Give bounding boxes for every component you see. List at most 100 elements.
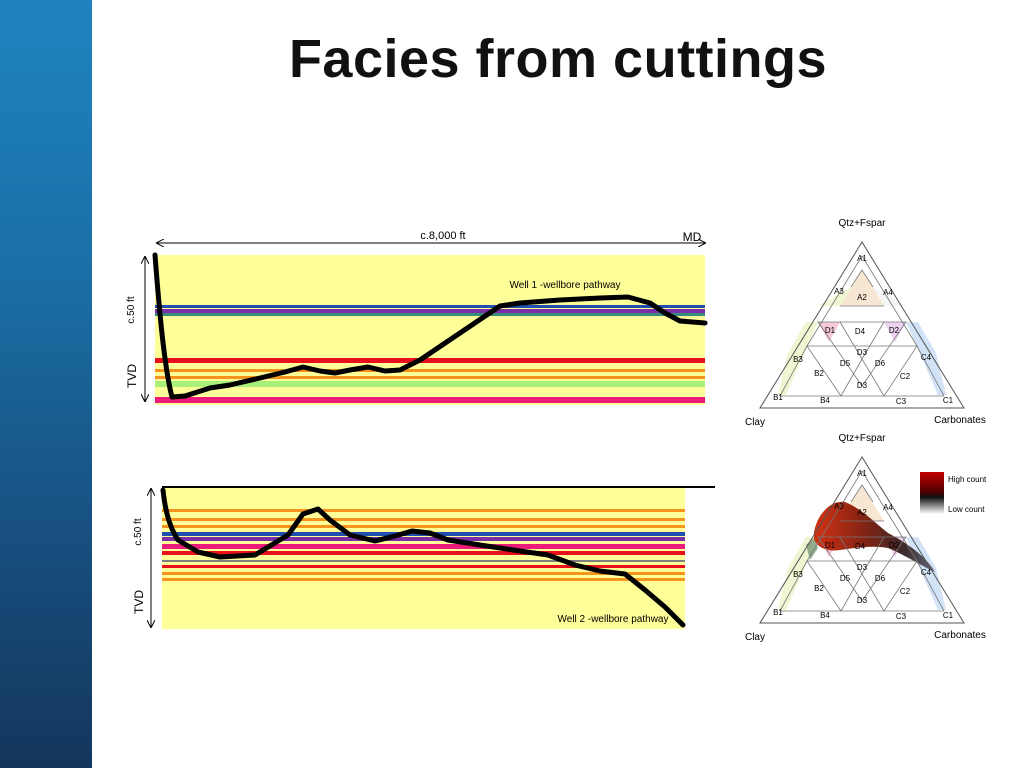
ternary1-zone-d1 [818, 322, 840, 342]
ternary2-code-b3: B3 [793, 570, 803, 579]
heat-legend-bar [920, 472, 944, 514]
well1-band-green [155, 381, 705, 387]
ternary1-grid-lines-3 [779, 345, 842, 397]
well2-wellbore-pathway [160, 487, 686, 628]
ternary1-code-c3: C3 [896, 397, 907, 406]
ternary2-code-c4: C4 [921, 568, 932, 577]
well2-tvd-label: TVD [132, 590, 146, 614]
ternary2-code-b4: B4 [820, 611, 830, 620]
ternary1-grid-lines-7 [839, 321, 885, 360]
well1-band-orange-1 [155, 369, 705, 372]
well2-pathway-label: Well 2 -wellbore pathway [558, 614, 669, 625]
ternary1-code-d5: D5 [840, 359, 851, 368]
ternary1-code-a2: A2 [857, 293, 867, 302]
well1-band-teal [155, 313, 705, 316]
well1-md-label: c.8,000 ft [420, 230, 465, 242]
well1-md-axis-label: MD [683, 230, 702, 244]
ternary1-zone-a2 [840, 270, 884, 306]
ternary2-grid-lines-3 [779, 560, 842, 612]
well2-band-red-2 [162, 565, 685, 568]
ternary1-code-d2: D2 [889, 326, 900, 335]
well1-wellbore-pathway [152, 252, 708, 400]
ternary1-inner-upper [806, 255, 918, 347]
ternary-diagram-2: Qtz+Fspar Clay Carbonates A1 A2 A3 A4 B1… [745, 433, 987, 643]
ternary2-zone-b3 [778, 537, 818, 610]
ternary1-grid-lines-2 [850, 269, 874, 288]
ternary2-code-a2: A2 [857, 508, 867, 517]
ternary2-grid-lines-7 [839, 536, 885, 575]
well2-band-purple [162, 537, 685, 541]
ternary1-code-a3: A3 [834, 287, 844, 296]
well2-band-gray [162, 560, 685, 562]
ternary2-grid-lines-2 [850, 484, 874, 503]
ternary1-code-d3: D3 [857, 348, 868, 357]
ternary1-carbonates-label: Carbonates [934, 415, 986, 426]
ternary1-code-a1: A1 [857, 254, 867, 263]
ternary1-zone-a4 [862, 270, 906, 306]
ternary2-outline [759, 456, 965, 624]
ternary2-code-c1: C1 [943, 611, 954, 620]
ternary1-code-b3: B3 [793, 355, 803, 364]
well2-band-red-1 [162, 551, 685, 555]
ternary2-code-c3: C3 [896, 612, 907, 621]
ternary1-code-b2: B2 [814, 369, 824, 378]
ternary1-apex-label: Qtz+Fspar [839, 218, 887, 229]
ternary1-code-d6: D6 [875, 359, 886, 368]
ternary2-grid-lines-4 [883, 560, 945, 612]
heat-legend-high: High count [948, 475, 987, 484]
well1-tvd-scale: c.50 ft [126, 296, 137, 323]
ternary1-code-d4: D4 [855, 327, 866, 336]
ternary1-code-c2: C2 [900, 372, 911, 381]
ternary1-grid-lines-4 [883, 345, 945, 397]
ternary1-outline [759, 241, 965, 409]
ternary2-inner-upper [806, 470, 918, 562]
ternary1-zone-d2 [884, 322, 906, 342]
ternary1-code-d3b: D3 [857, 381, 868, 390]
ternary1-inner-lower [817, 321, 907, 387]
slide-title: Facies from cuttings [288, 29, 828, 89]
ternary2-code-a4: A4 [883, 503, 893, 512]
well1-pathway-label: Well 1 -wellbore pathway [510, 280, 621, 291]
ternary1-code-a4: A4 [883, 288, 893, 297]
well2-band-magenta [162, 544, 685, 549]
ternary2-apex-label: Qtz+Fspar [839, 433, 887, 444]
ternary1-clay-label: Clay [745, 417, 765, 428]
well1-tvd-label: TVD [125, 364, 139, 388]
well2-band-orange-1 [162, 509, 685, 512]
ternary1-zone-b3 [778, 322, 818, 395]
well2-band-orange-4 [162, 572, 685, 575]
well2-tvd-scale: c.50 ft [133, 518, 144, 545]
ternary2-code-b1: B1 [773, 608, 783, 617]
ternary2-clay-label: Clay [745, 632, 765, 643]
ternary2-code-d3: D3 [857, 563, 868, 572]
heat-legend-low: Low count [948, 505, 985, 514]
ternary2-code-d3b: D3 [857, 596, 868, 605]
well1-band-purple [155, 309, 705, 313]
ternary2-code-d5: D5 [840, 574, 851, 583]
ternary2-code-c2: C2 [900, 587, 911, 596]
ternary1-code-c4: C4 [921, 353, 932, 362]
ternary2-code-d6: D6 [875, 574, 886, 583]
well1-band-red [155, 358, 705, 363]
ternary-diagram-1: Qtz+Fspar Clay Carbonates A1 A2 A3 A4 B1… [745, 218, 986, 428]
well1-band-magenta [155, 397, 705, 403]
ternary2-code-a3: A3 [834, 502, 844, 511]
ternary2-code-d1: D1 [825, 541, 836, 550]
ternary1-zone-c4 [906, 322, 946, 395]
ternary1-code-d1: D1 [825, 326, 836, 335]
ternary2-code-b2: B2 [814, 584, 824, 593]
well1-band-blue [155, 305, 705, 308]
well1-section: c.8,000 ft MD TVD c.50 ft Well 1 -wellbo… [125, 230, 708, 405]
side-bar [0, 0, 92, 768]
ternary2-carbonates-label: Carbonates [934, 630, 986, 641]
well1-band-orange-2 [155, 376, 705, 379]
ternary1-code-c1: C1 [943, 396, 954, 405]
well2-section: TVD c.50 ft Well 2 -wellbore pathway [132, 486, 715, 629]
ternary1-code-b1: B1 [773, 393, 783, 402]
well2-band-orange-2 [162, 518, 685, 521]
ternary1-code-b4: B4 [820, 396, 830, 405]
well2-band-orange-5 [162, 578, 685, 581]
well2-band-orange-3 [162, 525, 685, 528]
ternary2-code-a1: A1 [857, 469, 867, 478]
